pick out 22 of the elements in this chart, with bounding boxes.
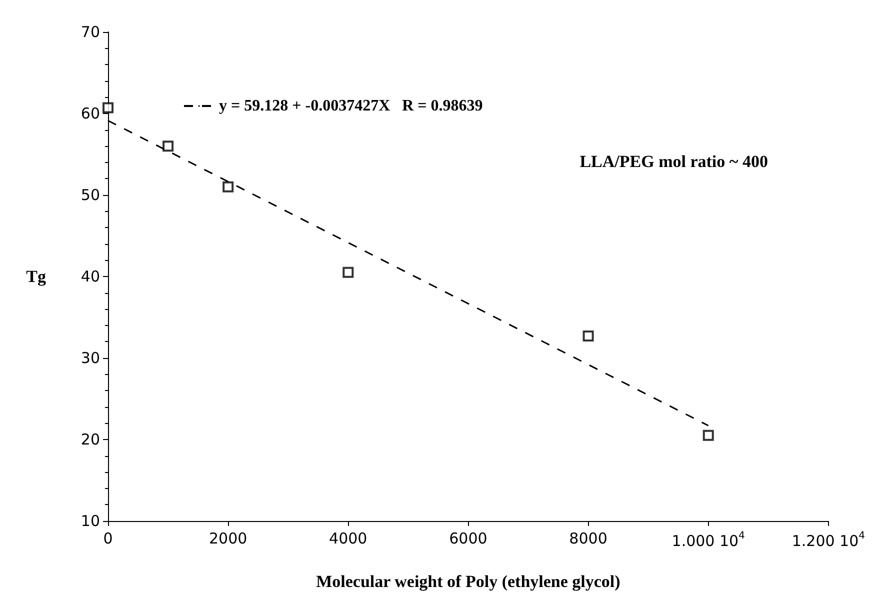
y-tick-label: 10 (80, 512, 100, 530)
point (582, 330, 594, 342)
x-tick-label: 6000 (449, 530, 488, 548)
y-tick-label: 30 (80, 349, 100, 367)
point (162, 140, 174, 152)
y-tick-label: 40 (80, 268, 100, 286)
x-tick-label: 4000 (329, 530, 368, 548)
annotation: LLA/PEG mol ratio ~ 400 (580, 152, 768, 171)
y-tick-label: 20 (80, 430, 100, 448)
y-tick-label: 70 (80, 23, 100, 41)
x-tick-label: 2000 (208, 530, 248, 548)
point (102, 102, 114, 114)
x-axis-title: Molecular weight of Poly (ethylene glycol) (316, 572, 620, 591)
point (222, 181, 234, 192)
y-axis-title: Tg (26, 267, 46, 286)
point (702, 430, 714, 441)
point (342, 266, 354, 278)
x-tick-label: 8000 (569, 530, 608, 548)
y-tick-label: 60 (80, 104, 100, 122)
legend-label: y = 59.128 + -0.0037427X R = 0.98639 (219, 98, 483, 114)
x-tick-label: 0 (103, 530, 113, 548)
y-tick-label: 50 (80, 186, 100, 204)
